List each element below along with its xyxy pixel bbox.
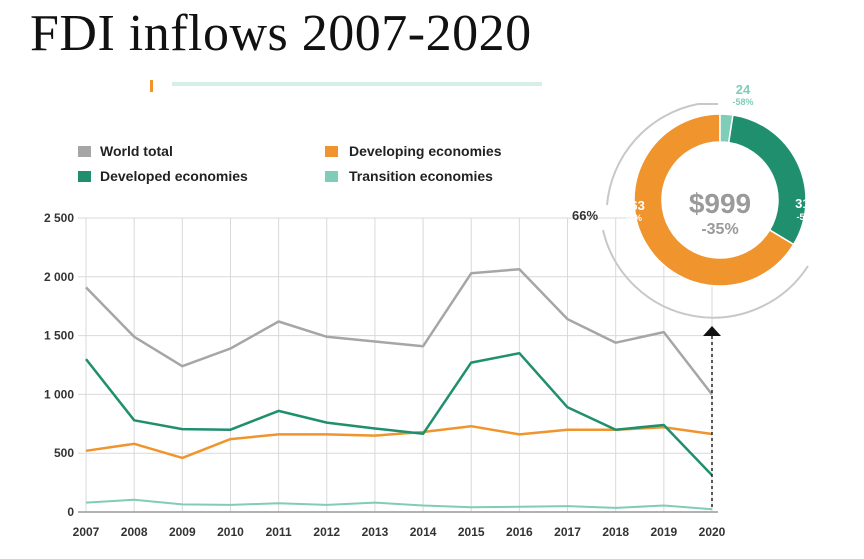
series-line-world (85, 267, 713, 396)
slice-change-transition: -58% (732, 97, 753, 107)
slice-label-developed: 312 (795, 196, 817, 211)
share-arc-lower (602, 229, 809, 319)
x-tick-label: 2020 (699, 525, 726, 539)
faded-subtitle (172, 82, 542, 86)
y-tick-label: 2 000 (44, 270, 74, 284)
x-tick-label: 2013 (362, 525, 389, 539)
y-tick-label: 1 500 (44, 329, 74, 343)
x-tick-label: 2009 (169, 525, 196, 539)
donut-slices (633, 113, 807, 287)
x-tick-label: 2014 (410, 525, 437, 539)
x-tick-label: 2007 (73, 525, 100, 539)
series-lines (85, 267, 713, 511)
slice-change-developed: -58% (796, 212, 817, 222)
donut-total: $999 (689, 188, 751, 219)
legend-swatch-developed (78, 171, 91, 182)
donut-slice-developed (727, 114, 807, 246)
slice-change-developing: -8% (626, 213, 642, 223)
legend-label-world: World total (100, 143, 173, 159)
x-tick-label: 2010 (217, 525, 244, 539)
y-tick-label: 2 500 (44, 211, 74, 225)
donut-hole (663, 143, 777, 257)
donut-chart: $999 -35% 663 -8% 24 -58% 312 -58% 66% (572, 82, 818, 319)
legend: World total Developed economies Developi… (78, 143, 502, 184)
arrow-up-icon (703, 326, 721, 336)
y-tick-label: 1 000 (44, 387, 74, 401)
subtitle-marker (150, 80, 153, 92)
share-arc-upper (606, 103, 699, 206)
donut-total-change: -35% (701, 221, 738, 238)
x-tick-label: 2015 (458, 525, 485, 539)
x-tick-label: 2011 (266, 525, 292, 539)
x-tick-label: 2019 (650, 525, 677, 539)
x-tick-label: 2012 (313, 525, 340, 539)
slice-label-developing: 663 (623, 198, 645, 213)
y-tick-label: 0 (67, 505, 74, 519)
donut-slice-developing (633, 113, 795, 287)
page-title: FDI inflows 2007-2020 (30, 5, 532, 62)
y-tick-label: 500 (54, 446, 74, 460)
x-tick-label: 2016 (506, 525, 533, 539)
legend-swatch-world (78, 146, 91, 157)
x-tick-label: 2018 (602, 525, 629, 539)
legend-label-transition: Transition economies (349, 168, 493, 184)
x-tick-label: 2017 (554, 525, 581, 539)
series-line-developing (85, 424, 713, 460)
slice-label-transition: 24 (736, 82, 751, 97)
legend-label-developed: Developed economies (100, 168, 248, 184)
legend-swatch-developing (325, 146, 338, 157)
legend-swatch-transition (325, 171, 338, 182)
grid (78, 217, 713, 513)
axes: 0 500 1 000 1 500 2 000 2 500 2007 2008 2009 2010… (44, 211, 726, 539)
series-line-transition (85, 498, 713, 511)
series-line-developed (85, 351, 713, 477)
legend-label-developing: Developing economies (349, 143, 502, 159)
developing-share-label: 66% (572, 208, 598, 223)
x-tick-label: 2008 (121, 525, 148, 539)
